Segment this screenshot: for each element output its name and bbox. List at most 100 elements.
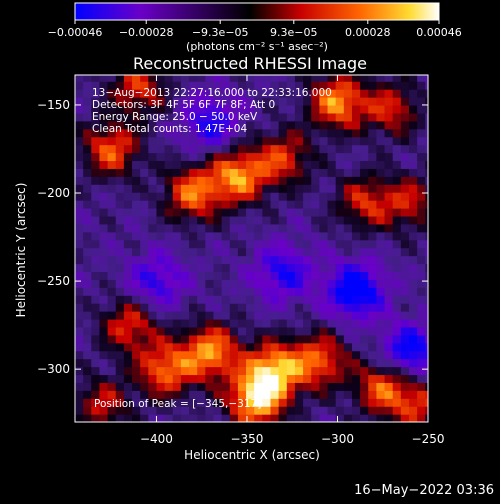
heatmap-cell xyxy=(107,311,117,320)
heatmap-cell xyxy=(115,350,125,360)
heatmap-cell xyxy=(286,89,296,98)
heatmap-cell xyxy=(75,406,84,415)
heatmap-cell xyxy=(343,144,353,154)
heatmap-cell xyxy=(392,144,402,154)
heatmap-cell xyxy=(392,128,402,138)
heatmap-cell xyxy=(278,152,288,162)
heatmap-cell xyxy=(213,350,223,360)
heatmap-cell xyxy=(246,136,255,146)
peak-label: Position of Peak = [−345,−317] xyxy=(94,398,261,410)
heatmap-cell xyxy=(75,374,84,383)
heatmap-cell xyxy=(172,128,182,138)
heatmap-cell xyxy=(99,390,109,399)
heatmap-cell xyxy=(319,382,329,391)
heatmap-cell xyxy=(123,239,133,249)
heatmap-cell xyxy=(172,414,182,422)
heatmap-cell xyxy=(107,184,117,193)
heatmap-cell xyxy=(221,406,231,415)
heatmap-cell xyxy=(384,382,394,391)
heatmap-cell xyxy=(164,136,174,146)
heatmap-cell xyxy=(360,350,369,360)
heatmap-cell xyxy=(343,374,353,383)
heatmap-cell xyxy=(351,366,361,376)
heatmap-cell xyxy=(254,184,263,193)
heatmap-cell xyxy=(140,136,149,146)
heatmap-cell xyxy=(327,366,337,376)
heatmap-cell xyxy=(408,334,418,344)
heatmap-cell xyxy=(148,176,158,185)
heatmap-cell xyxy=(360,406,369,415)
heatmap-cell xyxy=(205,303,215,312)
heatmap-cell xyxy=(360,263,369,272)
heatmap-cell xyxy=(270,223,280,233)
heatmap-cell xyxy=(327,75,337,82)
heatmap-cell xyxy=(156,89,166,98)
heatmap-cell xyxy=(205,215,215,225)
heatmap-cell xyxy=(392,215,402,225)
heatmap-cell xyxy=(392,136,402,146)
heatmap-cell xyxy=(270,75,280,82)
heatmap-cell xyxy=(99,192,109,201)
heatmap-cell xyxy=(408,81,418,90)
heatmap-cell xyxy=(123,255,133,265)
heatmap-cell xyxy=(327,207,337,217)
heatmap-cell xyxy=(172,97,182,106)
heatmap-cell xyxy=(197,374,206,383)
heatmap-cell xyxy=(172,239,182,249)
heatmap-cell xyxy=(164,398,174,407)
heatmap-cell xyxy=(384,104,394,114)
heatmap-cell xyxy=(189,176,198,185)
heatmap-cell xyxy=(327,350,337,360)
heatmap-cell xyxy=(115,231,125,241)
heatmap-cell xyxy=(327,406,337,415)
heatmap-cell xyxy=(91,350,101,360)
heatmap-cell xyxy=(400,263,410,272)
heatmap-cell xyxy=(189,192,198,201)
heatmap-cell xyxy=(189,112,198,122)
heatmap-cell xyxy=(83,144,92,154)
heatmap-cell xyxy=(351,303,361,312)
heatmap-cell xyxy=(75,279,84,288)
heatmap-cell xyxy=(197,231,206,241)
heatmap-cell xyxy=(278,311,288,320)
heatmap-cell xyxy=(335,223,345,233)
heatmap-cell xyxy=(107,89,117,98)
heatmap-cell xyxy=(107,406,117,415)
heatmap-cell xyxy=(180,81,190,90)
heatmap-cell xyxy=(197,271,206,280)
heatmap-cell xyxy=(376,144,386,154)
heatmap-cell xyxy=(351,128,361,138)
heatmap-cell xyxy=(229,75,239,82)
heatmap-cell xyxy=(425,231,428,241)
heatmap-cell xyxy=(221,97,231,106)
heatmap-cell xyxy=(107,374,117,383)
heatmap-cell xyxy=(417,414,426,422)
heatmap-cell xyxy=(303,160,312,169)
heatmap-cell xyxy=(180,200,190,209)
heatmap-cell xyxy=(189,366,198,376)
heatmap-cell xyxy=(303,223,312,233)
heatmap-cell xyxy=(303,390,312,399)
heatmap-cell xyxy=(164,104,174,114)
heatmap-cell xyxy=(115,215,125,225)
heatmap-cell xyxy=(376,75,386,82)
heatmap-cell xyxy=(123,184,133,193)
heatmap-cell xyxy=(140,168,149,177)
heatmap-cell xyxy=(115,239,125,249)
heatmap-cell xyxy=(197,200,206,209)
heatmap-cell xyxy=(213,184,223,193)
heatmap-cell xyxy=(408,271,418,280)
heatmap-cell xyxy=(360,382,369,391)
heatmap-cell xyxy=(91,398,101,407)
heatmap-cell xyxy=(319,97,329,106)
heatmap-cell xyxy=(172,184,182,193)
heatmap-cell xyxy=(189,239,198,249)
heatmap-cell xyxy=(115,414,125,422)
heatmap-cell xyxy=(311,160,320,169)
heatmap-cell xyxy=(278,215,288,225)
heatmap-cell xyxy=(213,311,223,320)
heatmap-cell xyxy=(368,136,378,146)
heatmap-cell xyxy=(376,350,386,360)
heatmap-cell xyxy=(400,168,410,177)
heatmap-cell xyxy=(205,231,215,241)
